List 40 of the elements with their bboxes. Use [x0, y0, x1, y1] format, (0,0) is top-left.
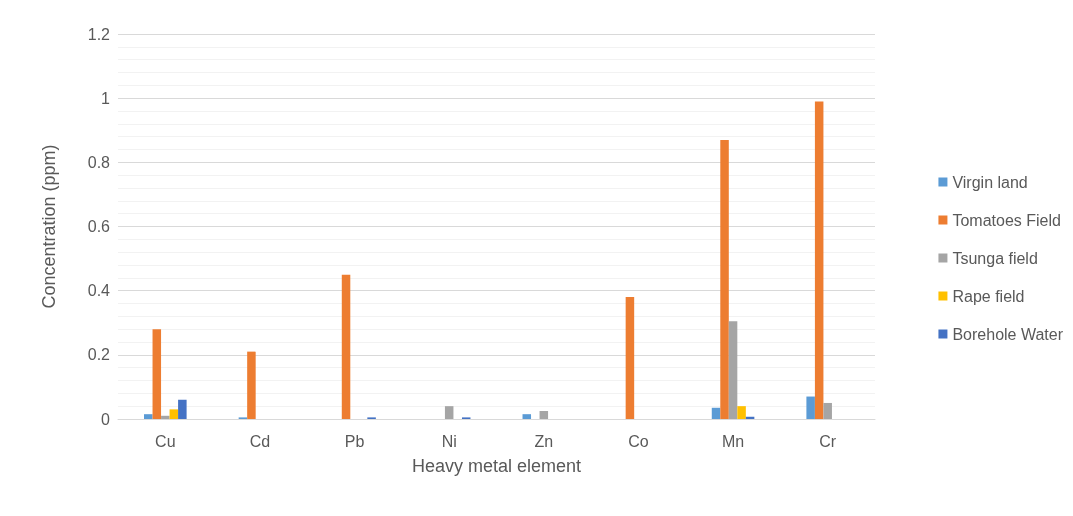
x-tick-label: Pb: [344, 432, 365, 450]
bar: [169, 409, 179, 419]
legend-label: Rape field: [952, 287, 1025, 305]
legend-label: Tsunga field: [952, 249, 1038, 267]
bar: [737, 406, 746, 419]
x-tick-label: Co: [628, 432, 649, 450]
y-tick-label: 1: [101, 89, 111, 107]
bar: [806, 396, 815, 419]
bar: [341, 274, 351, 419]
bar: [178, 399, 187, 419]
x-tick-label: Ni: [441, 432, 457, 450]
bar: [522, 414, 532, 419]
bar: [144, 414, 153, 419]
y-tick-label: 0.6: [87, 218, 111, 235]
y-tick-label: 0.4: [87, 282, 111, 300]
y-tick-label: 0.2: [87, 346, 111, 364]
bar: [711, 407, 721, 419]
legend-label: Virgin land: [952, 173, 1028, 191]
x-tick-label: Cd: [249, 432, 271, 450]
y-tick-label: 0: [101, 410, 111, 428]
x-tick-label: Mn: [721, 432, 745, 450]
x-tick-label: Cr: [819, 432, 837, 450]
bar: [444, 406, 454, 419]
bar: [247, 351, 256, 419]
y-tick-label: 0.8: [87, 153, 111, 171]
y-axis-title: Concentration (ppm): [39, 144, 59, 309]
legend-label: Tomatoes Field: [952, 211, 1061, 229]
x-axis-title: Heavy metal element: [411, 456, 582, 476]
legend-label: Borehole Water: [952, 325, 1064, 343]
x-tick-label: Zn: [534, 432, 554, 450]
bar: [814, 101, 824, 419]
bar: [728, 321, 738, 419]
bar: [720, 139, 729, 419]
bar: [823, 402, 832, 419]
bar: [161, 415, 170, 419]
y-tick-label: 1.2: [87, 25, 111, 43]
x-tick-label: Cu: [155, 432, 176, 450]
bar: [152, 329, 162, 419]
bar: [625, 297, 635, 419]
bar: [539, 410, 549, 419]
